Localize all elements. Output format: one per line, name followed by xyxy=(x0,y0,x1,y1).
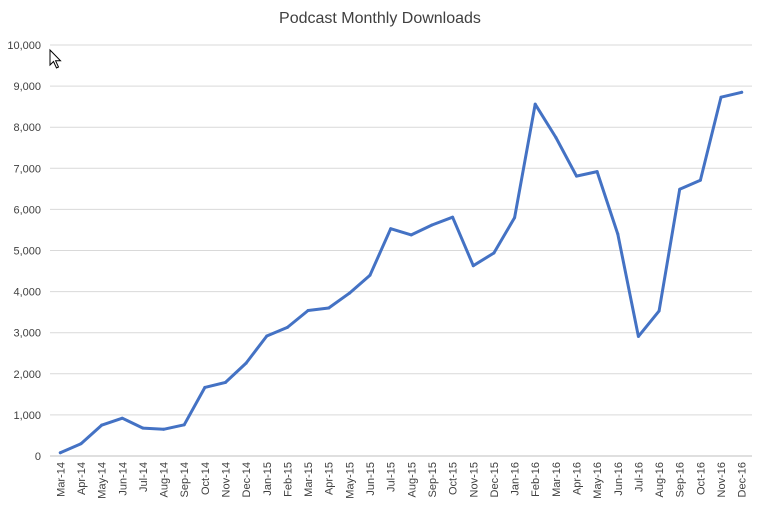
x-tick-label: Feb-16 xyxy=(530,462,542,497)
data-point xyxy=(141,426,145,430)
x-tick-label: Dec-15 xyxy=(489,462,501,497)
x-tick-label: Aug-15 xyxy=(406,462,418,497)
data-point xyxy=(368,273,372,277)
x-tick-label: Dec-14 xyxy=(241,462,253,497)
x-tick-label: Sep-16 xyxy=(675,462,687,497)
y-tick-label: 5,000 xyxy=(13,246,41,258)
x-tick-label: May-16 xyxy=(592,462,604,499)
data-point xyxy=(162,427,166,431)
x-tick-label: Jan-16 xyxy=(510,462,522,496)
data-point xyxy=(306,309,310,313)
x-tick-label: Aug-16 xyxy=(654,462,666,497)
x-tick-label: Jun-15 xyxy=(365,462,377,496)
y-tick-label: 7,000 xyxy=(13,163,41,175)
x-tick-label: Sep-14 xyxy=(179,462,191,497)
x-tick-label: Nov-14 xyxy=(221,462,233,497)
data-point xyxy=(513,216,517,220)
x-tick-label: Mar-15 xyxy=(303,462,315,497)
data-point xyxy=(265,334,269,338)
mouse-pointer-icon xyxy=(49,48,62,69)
gridlines xyxy=(50,44,752,416)
y-tick-label: 9,000 xyxy=(13,81,41,93)
data-point xyxy=(471,264,475,268)
data-point xyxy=(740,90,744,94)
x-tick-label: Oct-15 xyxy=(448,462,460,495)
data-point xyxy=(327,306,331,310)
x-tick-label: Jun-16 xyxy=(613,462,625,496)
data-point xyxy=(100,423,104,427)
x-tick-label: Jul-16 xyxy=(633,462,645,492)
series-layer xyxy=(58,90,744,455)
x-tick-label: Aug-14 xyxy=(159,462,171,497)
data-point xyxy=(595,170,599,174)
x-tick-label: Nov-15 xyxy=(468,462,480,497)
data-point xyxy=(120,416,124,420)
data-point xyxy=(575,174,578,178)
x-tick-label: Apr-15 xyxy=(324,462,336,495)
data-point xyxy=(79,442,83,446)
data-point xyxy=(430,223,434,227)
data-point xyxy=(451,215,455,219)
series-line xyxy=(58,90,744,455)
x-tick-label: Feb-15 xyxy=(282,462,294,497)
data-point xyxy=(698,178,702,182)
data-point xyxy=(409,233,413,237)
y-tick-label: 2,000 xyxy=(13,369,41,381)
data-point xyxy=(554,135,558,139)
x-tick-label: Oct-16 xyxy=(695,462,707,495)
data-point xyxy=(203,385,207,389)
data-point xyxy=(533,102,537,106)
data-point xyxy=(636,334,640,338)
y-tick-label: 10,000 xyxy=(7,40,41,52)
x-tick-label: May-15 xyxy=(344,462,356,499)
x-tick-label: Dec-16 xyxy=(737,462,749,497)
data-point xyxy=(224,380,227,384)
x-tick-label: Oct-14 xyxy=(200,462,212,495)
x-tick-label: Jan-15 xyxy=(262,462,274,496)
data-point xyxy=(492,251,496,255)
y-tick-label: 6,000 xyxy=(13,204,41,216)
y-tick-label: 0 xyxy=(35,451,41,463)
data-point xyxy=(244,361,248,365)
data-point xyxy=(58,451,62,455)
x-tick-label: Nov-16 xyxy=(716,462,728,497)
x-tick-label: Jun-14 xyxy=(117,462,129,496)
x-tick-label: Apr-16 xyxy=(572,462,584,495)
data-point xyxy=(719,95,723,99)
y-tick-label: 4,000 xyxy=(13,287,41,299)
data-point xyxy=(182,423,186,427)
y-axis-tick-labels: 0 1,000 2,000 3,000 4,000 5,000 6,000 7,000 8,00… xyxy=(7,40,41,463)
x-tick-label: Jul-14 xyxy=(138,462,150,492)
x-tick-label: Apr-14 xyxy=(76,462,88,495)
x-tick-label: May-14 xyxy=(97,462,109,499)
x-tick-label: Mar-16 xyxy=(551,462,563,497)
data-point xyxy=(389,227,393,231)
data-point xyxy=(347,291,351,295)
x-tick-label: Jul-15 xyxy=(386,462,398,492)
chart-title: Podcast Monthly Downloads xyxy=(279,10,481,27)
data-point xyxy=(285,325,289,329)
y-tick-label: 1,000 xyxy=(13,410,41,422)
y-tick-label: 8,000 xyxy=(13,122,41,134)
data-point xyxy=(616,232,620,236)
x-axis-tick-labels: Mar-14 Apr-14 May-14 Jun-14 Jul-14 Aug-14 Sep-… xyxy=(55,462,748,499)
data-point xyxy=(657,309,661,313)
y-tick-label: 3,000 xyxy=(13,328,41,340)
data-point xyxy=(678,187,682,191)
x-tick-label: Mar-14 xyxy=(55,462,67,497)
x-tick-label: Sep-15 xyxy=(427,462,439,497)
